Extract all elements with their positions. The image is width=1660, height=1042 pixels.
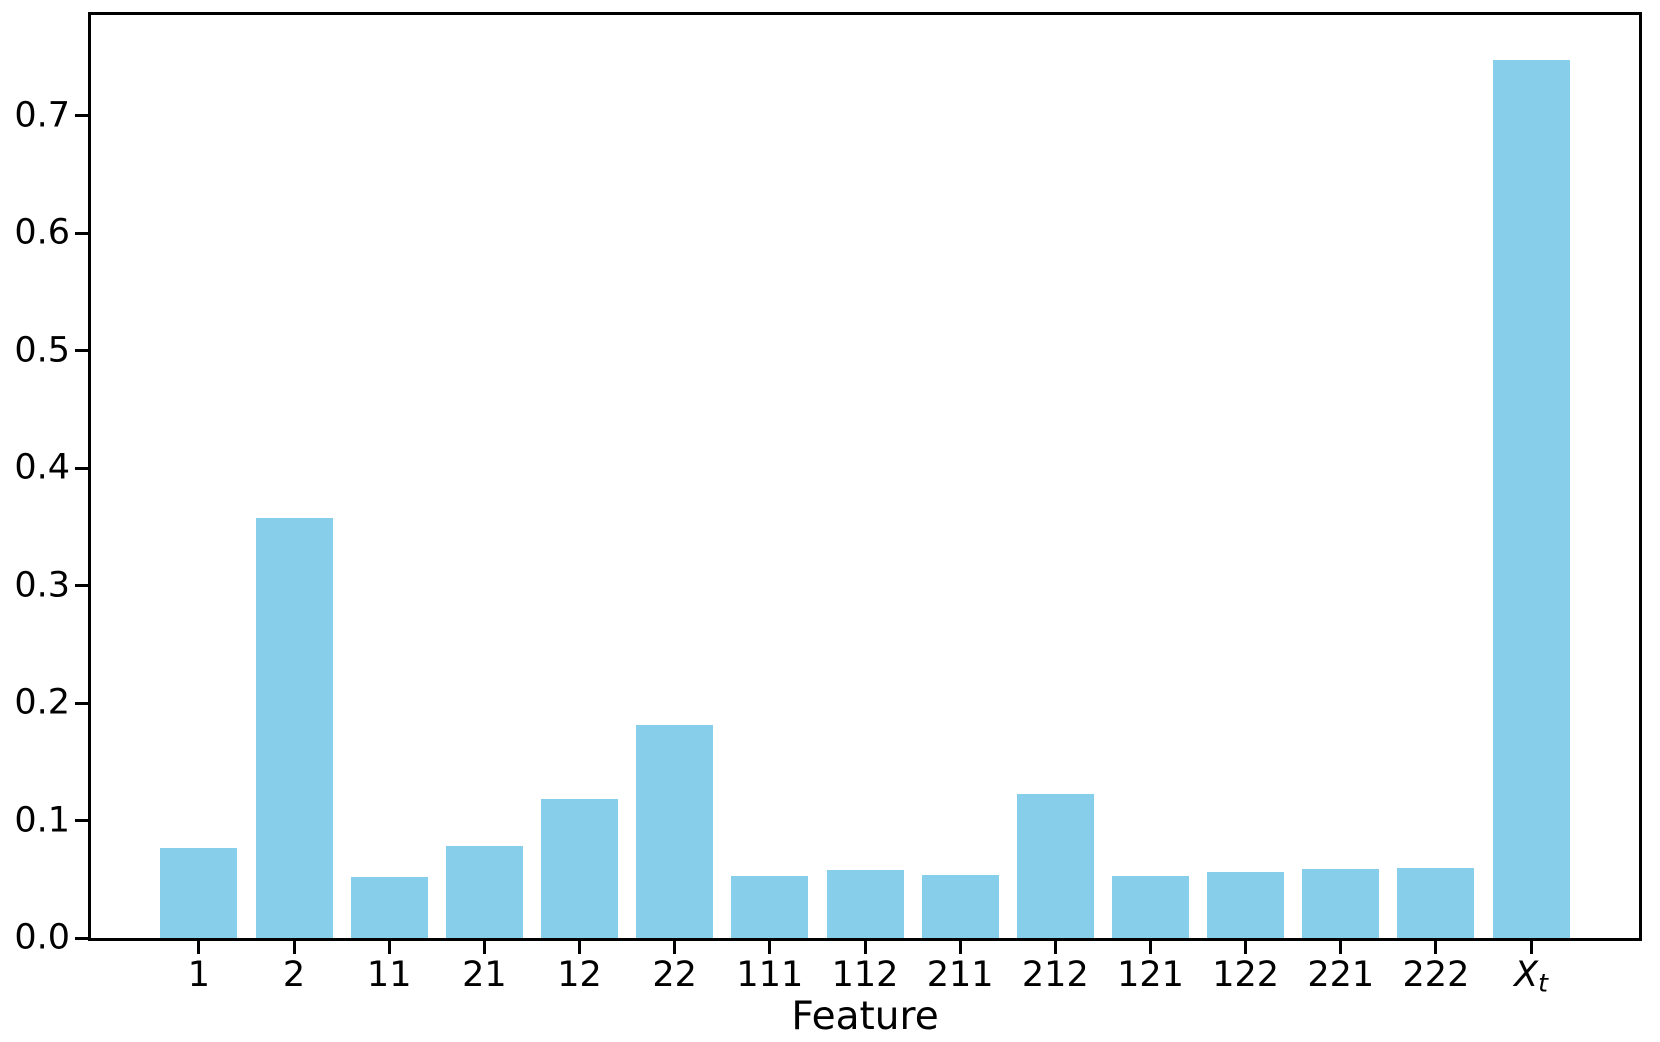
x-axis-tick [863, 941, 867, 954]
bar-1 [160, 848, 238, 940]
x-axis-tick-label: 212 [1021, 955, 1089, 995]
bar-21 [445, 846, 523, 940]
y-axis-tick-label: 0.5 [14, 330, 70, 371]
x-axis-tick [1434, 941, 1438, 954]
y-axis-tick-label: 0.4 [14, 447, 70, 488]
x-axis-tick [578, 941, 582, 954]
x-axis-tick [292, 941, 296, 954]
x-axis-tick-label: 122 [1212, 955, 1280, 995]
x-axis-tick [1053, 941, 1057, 954]
x-axis-label: Feature [791, 994, 939, 1039]
y-axis-tick [75, 819, 88, 823]
y-axis-tick [75, 584, 88, 588]
x-axis-tick [958, 941, 962, 954]
bar-221 [1302, 869, 1380, 940]
bar-2 [255, 518, 333, 940]
y-axis-tick [75, 701, 88, 705]
y-axis-tick [75, 466, 88, 470]
bar-211 [921, 875, 999, 940]
y-axis-tick [75, 114, 88, 118]
y-axis-tick-label: 0.7 [14, 95, 70, 136]
x-axis-tick-label: 222 [1402, 955, 1470, 995]
x-axis-tick [482, 941, 486, 954]
bar-22 [636, 725, 714, 940]
bar-12 [541, 799, 619, 940]
bar-11 [350, 877, 428, 940]
x-axis-tick-label: 211 [926, 955, 994, 995]
y-axis-tick [75, 231, 88, 235]
y-axis-tick-label: 0.2 [14, 682, 70, 723]
x-axis-tick-label: 121 [1117, 955, 1184, 995]
x-axis-tick [768, 941, 772, 954]
y-axis-tick-label: 0.6 [14, 212, 70, 253]
bar-121 [1111, 876, 1189, 940]
y-axis-tick [75, 349, 88, 353]
x-axis-tick-label: 22 [652, 955, 697, 995]
bar-122 [1207, 872, 1285, 940]
y-axis-tick-label: 0.1 [14, 800, 70, 841]
x-axis-tick-label: Xt [1514, 955, 1549, 998]
y-axis-tick-label: 0.3 [14, 565, 70, 606]
x-axis-tick-label: 111 [736, 955, 804, 995]
bar-X_t [1492, 60, 1570, 940]
x-axis-tick [1148, 941, 1152, 954]
x-axis-tick-label: 11 [366, 955, 412, 995]
bar-111 [731, 876, 809, 940]
y-axis-tick [75, 936, 88, 940]
bar-212 [1016, 794, 1094, 940]
x-axis-tick-label: 112 [831, 955, 899, 995]
bar-222 [1397, 868, 1475, 940]
x-axis-tick [1339, 941, 1343, 954]
x-axis-tick-label: 2 [282, 955, 306, 995]
x-axis-tick-label: 12 [557, 955, 602, 995]
x-axis-tick [673, 941, 677, 954]
x-axis-tick-label: 21 [462, 955, 507, 995]
x-axis-tick [197, 941, 201, 954]
y-axis-tick-label: 0.0 [14, 917, 70, 958]
x-axis-tick-label: 1 [187, 955, 211, 995]
x-axis-tick [1244, 941, 1248, 954]
x-axis-tick [387, 941, 391, 954]
bar-112 [826, 870, 904, 940]
x-axis-tick [1529, 941, 1533, 954]
x-axis-tick-label: 221 [1307, 955, 1375, 995]
